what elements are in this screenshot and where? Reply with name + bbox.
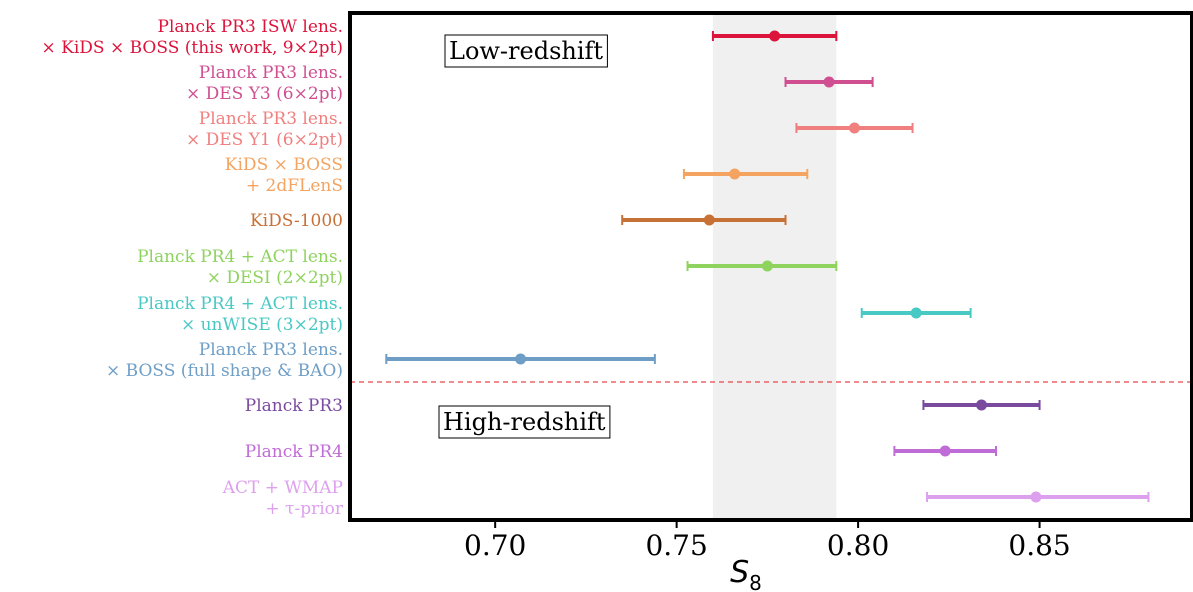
x-tick-label: 0.75 xyxy=(645,529,707,562)
row-label: Planck PR3 lens. xyxy=(199,63,343,83)
errorbar-row xyxy=(621,214,787,226)
data-point xyxy=(729,168,741,180)
row-label: KiDS × BOSS xyxy=(225,155,343,175)
redshift-annotation: Low-redshift xyxy=(444,34,608,68)
errorbar-row xyxy=(893,445,998,457)
row-label: Planck PR3 lens. xyxy=(199,109,343,129)
x-axis-ticks: 0.70 0.75 0.80 0.85 xyxy=(464,520,1071,562)
errorbar-row xyxy=(686,260,838,272)
data-point xyxy=(769,30,781,42)
x-tick-label: 0.85 xyxy=(1008,529,1070,562)
row-label: Planck PR4 + ACT lens. xyxy=(137,294,343,314)
errorbar-row xyxy=(922,399,1041,411)
row-label: Planck PR3 lens. xyxy=(199,340,343,360)
data-point xyxy=(939,445,951,457)
row-label: Planck PR3 ISW lens. xyxy=(158,17,343,37)
row-label: Planck PR4 + ACT lens. xyxy=(137,247,343,267)
annotation-layer: Low-redshift High-redshift xyxy=(438,34,611,439)
annotation-box xyxy=(444,34,608,68)
data-point xyxy=(848,122,860,134)
row-label: × BOSS (full shape & BAO) xyxy=(106,361,343,381)
errorbar-row xyxy=(926,491,1150,503)
annotation-text: High-redshift xyxy=(443,408,606,436)
errorbar-row xyxy=(711,30,838,42)
row-label: Planck PR4 xyxy=(245,442,343,462)
x-axis-label: S8 xyxy=(730,555,762,592)
annotation-box xyxy=(438,405,611,439)
errorbar-row xyxy=(860,307,972,319)
annotation-text: Low-redshift xyxy=(449,37,603,65)
data-point xyxy=(823,76,835,88)
errorbar-row xyxy=(682,168,809,180)
row-label: × unWISE (3×2pt) xyxy=(181,315,343,335)
errorbar-layer xyxy=(385,30,1150,503)
data-point xyxy=(515,353,527,365)
row-label: × DES Y3 (6×2pt) xyxy=(186,84,343,104)
errorbar-row xyxy=(784,76,874,88)
data-point xyxy=(761,260,773,272)
row-label: + 2dFLenS xyxy=(246,176,343,196)
data-point xyxy=(910,307,922,319)
errorbar-row xyxy=(795,122,914,134)
row-label-layer: Planck PR3 ISW lens.× KiDS × BOSS (this … xyxy=(42,17,344,519)
data-point xyxy=(976,399,987,411)
data-point xyxy=(1030,491,1042,503)
row-label: KiDS-1000 xyxy=(250,211,343,231)
row-label: × DES Y1 (6×2pt) xyxy=(186,130,343,150)
row-label: × KiDS × BOSS (this work, 9×2pt) xyxy=(42,38,343,58)
x-tick-label: 0.80 xyxy=(827,529,889,562)
row-label: × DESI (2×2pt) xyxy=(207,268,343,288)
row-label: + τ-prior xyxy=(265,499,343,519)
errorbar-row xyxy=(385,353,656,365)
x-tick-label: 0.70 xyxy=(464,529,526,562)
row-label: Planck PR3 xyxy=(245,396,343,416)
plot-frame xyxy=(348,11,1193,522)
row-label: ACT + WMAP xyxy=(222,478,343,498)
redshift-annotation: High-redshift xyxy=(438,405,611,439)
x-axis-label-main: S xyxy=(730,555,749,590)
data-point xyxy=(703,214,715,226)
x-axis-label-subscript: 8 xyxy=(749,571,762,592)
